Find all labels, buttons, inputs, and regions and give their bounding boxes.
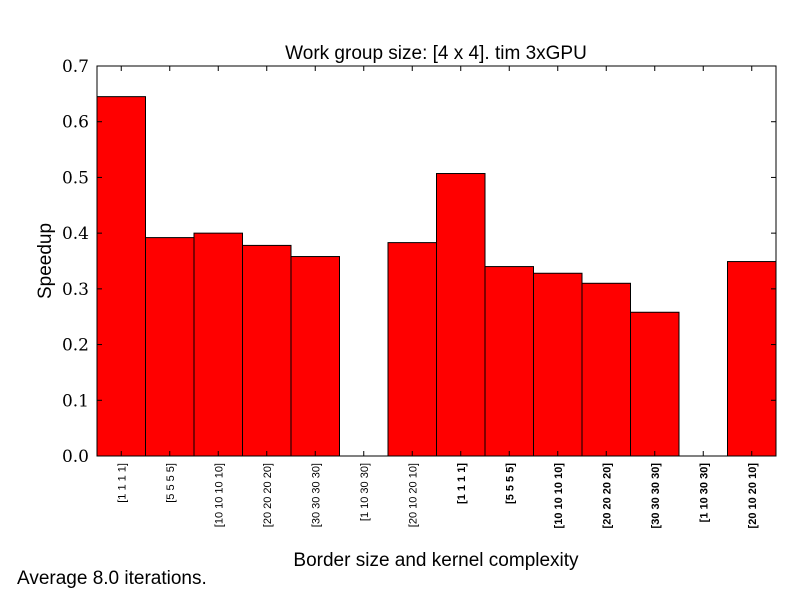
plot-frame <box>96 65 777 457</box>
y-tick-label: 0.7 <box>62 57 89 77</box>
x-tick-label: [10 10 10 10] <box>213 463 225 527</box>
y-tick-label: 0.2 <box>62 336 89 356</box>
x-tick-label: [1 10 30 30] <box>698 463 710 523</box>
y-tick-label: 0.1 <box>62 391 89 411</box>
bar <box>727 261 777 457</box>
y-tick-label: 0.6 <box>62 113 89 133</box>
bar <box>484 266 534 457</box>
x-tick-label: [1 1 1 1] <box>116 463 128 503</box>
y-tick-label: 0.5 <box>62 168 89 188</box>
bar <box>96 96 146 457</box>
bar <box>533 272 583 457</box>
bar <box>242 244 292 457</box>
bar <box>290 256 340 457</box>
bar <box>581 282 631 457</box>
y-axis: 0.0 0.1 0.2 0.3 0.4 0.5 0.6 0.7 <box>62 57 776 467</box>
x-tick-label: [20 20 20 20] <box>601 463 613 529</box>
x-tick-label: [20 20 20 20] <box>262 463 274 527</box>
bar <box>387 242 437 457</box>
x-tick-label: [30 30 30 30] <box>650 463 662 529</box>
x-tick-label: [10 10 10 10] <box>553 463 565 529</box>
bar <box>436 173 486 457</box>
x-axis: [1 1 1 1] [5 5 5 5] [10 10 10 10] [20 20 20… <box>116 66 759 528</box>
bar <box>193 232 243 457</box>
x-tick-label: [30 30 30 30] <box>310 463 322 527</box>
x-tick-label: [20 10 20 10] <box>747 463 759 529</box>
x-tick-label: [1 1 1 1] <box>456 463 468 504</box>
y-tick-label: 0.0 <box>62 447 89 467</box>
y-tick-label: 0.4 <box>62 224 89 244</box>
x-tick-label: [5 5 5 5] <box>504 463 516 504</box>
chart-title: Work group size: [4 x 4]. tim 3xGPU <box>285 43 587 64</box>
y-axis-label: Speedup <box>35 223 56 299</box>
x-tick-label: [20 10 20 10] <box>407 463 419 527</box>
x-tick-label: [5 5 5 5] <box>165 463 177 503</box>
y-tick-label: 0.3 <box>62 280 89 300</box>
x-tick-label: [1 10 30 30] <box>359 463 371 521</box>
x-axis-label: Border size and kernel complexity <box>293 550 579 571</box>
iterations-footnote: Average 8.0 iterations. <box>17 568 207 589</box>
bars-group <box>96 96 777 457</box>
bar <box>145 237 195 457</box>
bar <box>630 311 680 457</box>
